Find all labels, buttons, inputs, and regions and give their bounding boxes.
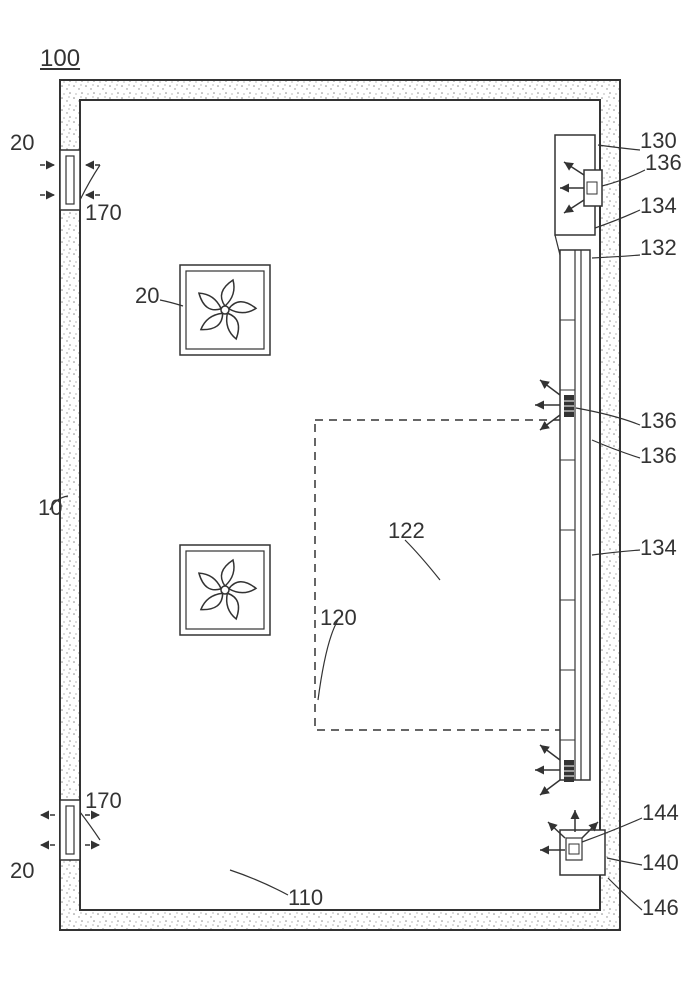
room-walls (60, 80, 620, 930)
label-122: 122 (388, 518, 425, 544)
counter (560, 250, 590, 780)
label-134-b: 134 (640, 535, 677, 561)
vent-bottom (60, 800, 80, 860)
small-emitter-top (584, 170, 602, 206)
label-146: 146 (642, 895, 679, 921)
label-170-b: 170 (85, 788, 122, 814)
label-170-t: 170 (85, 200, 122, 226)
label-20-tl: 20 (10, 130, 34, 156)
label-20-fan: 20 (135, 283, 159, 309)
label-136-t: 136 (645, 150, 682, 176)
grate-2 (564, 760, 574, 782)
diagram-svg (0, 0, 700, 1000)
label-132: 132 (640, 235, 677, 261)
label-134-t: 134 (640, 193, 677, 219)
vent-top (60, 150, 80, 210)
label-136-m: 136 (640, 408, 677, 434)
grate-1 (564, 395, 574, 417)
figure-title: 100 (40, 45, 80, 73)
label-110: 110 (288, 885, 323, 911)
label-120: 120 (320, 605, 357, 631)
label-144: 144 (642, 800, 679, 826)
label-10: 10 (38, 495, 62, 521)
label-140: 140 (642, 850, 679, 876)
label-20-bl: 20 (10, 858, 34, 884)
diagram-canvas: 100 10 20 20 20 170 170 110 120 122 130 … (0, 0, 700, 1000)
label-136-v: 136 (640, 443, 677, 469)
